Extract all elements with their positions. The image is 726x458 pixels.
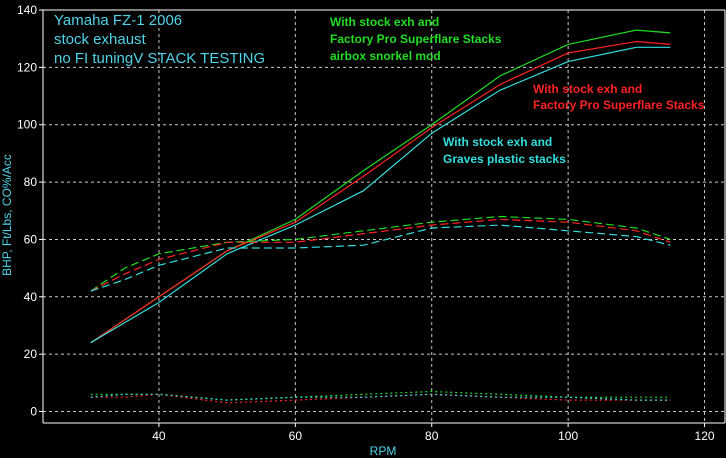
series-line-solid xyxy=(90,29,671,344)
annotation-line: Graves plastic stacks xyxy=(443,152,566,166)
series-line-dashed xyxy=(90,215,671,292)
series-line-dashed xyxy=(90,224,671,292)
tick-labels: 0 20 40 60 80 100 120 140 40 60 80 100 120 xyxy=(17,3,715,443)
y-tick-label: 140 xyxy=(17,3,37,17)
title-line: no FI tuningV STACK TESTING xyxy=(54,50,265,67)
annotation-superflare: With stock exh and Factory Pro Superflar… xyxy=(533,82,705,112)
series-line-dotted xyxy=(90,390,671,401)
series-line-solid xyxy=(90,46,671,344)
annotation-line: Factory Pro Superflare Stacks xyxy=(533,98,705,112)
annotation-graves: With stock exh and Graves plastic stacks xyxy=(443,135,566,166)
y-tick-label: 120 xyxy=(17,60,37,74)
x-tick-label: 40 xyxy=(152,429,166,443)
annotation-superflare-snorkel: With stock exh and Factory Pro Superflar… xyxy=(330,15,502,63)
chart-title: Yamaha FZ-1 2006 stock exhaust no FI tun… xyxy=(54,12,265,67)
annotation-line: airbox snorkel mod xyxy=(330,49,441,63)
y-tick-label: 20 xyxy=(24,347,38,361)
series-group xyxy=(90,29,671,404)
x-tick-label: 120 xyxy=(695,429,715,443)
annotation-line: With stock exh and xyxy=(330,15,439,29)
x-tick-label: 100 xyxy=(558,429,578,443)
annotation-line: Factory Pro Superflare Stacks xyxy=(330,32,502,46)
x-axis-label: RPM xyxy=(370,444,397,458)
y-tick-label: 100 xyxy=(17,118,37,132)
axes xyxy=(39,9,726,427)
x-tick-label: 80 xyxy=(425,429,439,443)
series-line-dotted xyxy=(90,393,671,401)
x-tick-label: 60 xyxy=(289,429,303,443)
series-line-dotted xyxy=(90,393,671,404)
y-axis-label: BHP, Ft/Lbs, CO%/Acc xyxy=(0,154,14,276)
y-tick-label: 80 xyxy=(24,175,38,189)
annotation-line: With stock exh and xyxy=(443,135,552,149)
title-line: Yamaha FZ-1 2006 xyxy=(54,12,182,29)
y-tick-label: 60 xyxy=(24,232,38,246)
y-tick-label: 0 xyxy=(30,405,37,419)
title-line: stock exhaust xyxy=(54,31,147,48)
annotation-line: With stock exh and xyxy=(533,82,642,96)
series-line-solid xyxy=(90,40,671,344)
series-line-dashed xyxy=(90,218,671,292)
grid xyxy=(43,10,725,423)
y-tick-label: 40 xyxy=(24,290,38,304)
